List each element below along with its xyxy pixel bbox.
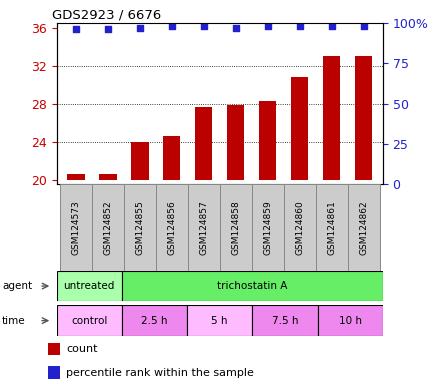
Text: time: time (2, 316, 26, 326)
Text: GSM124852: GSM124852 (103, 200, 112, 255)
Bar (59, 184, 92, 271)
Text: GSM124856: GSM124856 (167, 200, 176, 255)
Text: GSM124862: GSM124862 (358, 200, 367, 255)
Bar (194, 106, 212, 180)
Text: count: count (66, 344, 98, 354)
Bar (155, 184, 187, 271)
Point (200, 23, 207, 29)
Text: 5 h: 5 h (211, 316, 227, 326)
Point (104, 26, 111, 33)
Bar (290, 77, 308, 180)
Bar (315, 184, 347, 271)
Bar (56, 305, 122, 336)
Bar (347, 184, 379, 271)
Bar (48, 343, 59, 356)
Bar (227, 104, 244, 180)
Point (296, 23, 302, 29)
Bar (252, 305, 317, 336)
Text: 7.5 h: 7.5 h (271, 316, 297, 326)
Bar (283, 184, 315, 271)
Bar (162, 136, 180, 180)
Bar (317, 305, 382, 336)
Bar (122, 271, 382, 301)
Text: GDS2923 / 6676: GDS2923 / 6676 (52, 8, 161, 21)
Point (136, 25, 143, 31)
Bar (187, 184, 219, 271)
Point (72, 26, 79, 33)
Bar (92, 184, 123, 271)
Text: GSM124861: GSM124861 (326, 200, 335, 255)
Bar (258, 101, 276, 180)
Text: percentile rank within the sample: percentile rank within the sample (66, 368, 253, 378)
Point (327, 23, 334, 29)
Text: GSM124859: GSM124859 (263, 200, 272, 255)
Point (359, 23, 366, 29)
Point (232, 25, 239, 31)
Bar (99, 174, 116, 180)
Text: GSM124860: GSM124860 (294, 200, 303, 255)
Bar (131, 142, 148, 180)
Bar (219, 184, 251, 271)
Text: trichostatin A: trichostatin A (217, 281, 287, 291)
Text: GSM124858: GSM124858 (230, 200, 240, 255)
Point (168, 23, 175, 29)
Bar (251, 184, 283, 271)
Bar (322, 56, 340, 180)
Bar (187, 305, 252, 336)
Bar (56, 271, 122, 301)
Point (263, 23, 270, 29)
Bar (354, 56, 372, 180)
Text: 2.5 h: 2.5 h (141, 316, 167, 326)
Text: GSM124855: GSM124855 (135, 200, 144, 255)
Text: agent: agent (2, 281, 32, 291)
Text: GSM124857: GSM124857 (199, 200, 208, 255)
Text: control: control (71, 316, 107, 326)
Bar (122, 305, 187, 336)
Text: 10 h: 10 h (338, 316, 361, 326)
Text: untreated: untreated (63, 281, 115, 291)
Bar (48, 366, 59, 379)
Text: GSM124573: GSM124573 (71, 200, 80, 255)
Bar (123, 184, 155, 271)
Bar (67, 174, 84, 180)
